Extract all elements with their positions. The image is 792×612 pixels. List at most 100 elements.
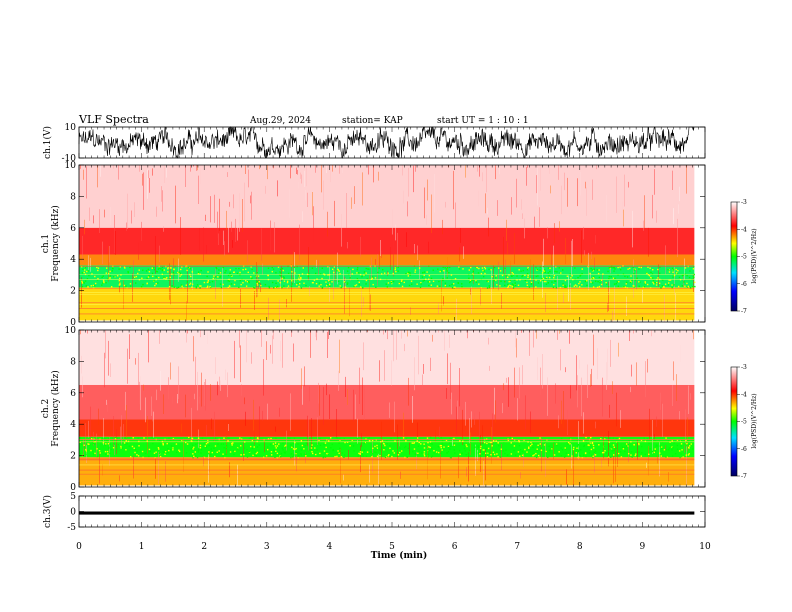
ch2-spectrogram-speckle: [283, 451, 285, 453]
ch1-spectrogram-speckle: [177, 271, 179, 274]
ch1-spectrogram-speckle: [185, 284, 188, 286]
ch1-spectrogram-speckle: [169, 276, 171, 279]
ch1-spectrogram-speckle: [458, 266, 460, 268]
ch1-spectrogram-speckle: [346, 283, 349, 286]
ch2-spectrogram-speckle: [137, 437, 139, 440]
x-tick-label: 9: [640, 542, 646, 552]
ch2-spectrogram-speckle: [361, 453, 364, 455]
ch2-spectrogram-speckle: [547, 456, 549, 459]
ch2-spectrogram-speckle: [236, 448, 239, 450]
ch2-spectrogram-speckle: [343, 454, 346, 456]
ch1-spectrogram-speckle: [672, 276, 674, 278]
ch2-spectrogram-speckle: [420, 443, 422, 445]
ch1-spectrogram-speckle: [661, 285, 664, 287]
colorbar-tick-label: -6: [741, 446, 747, 453]
ch2-spectrogram-speckle: [649, 448, 651, 450]
ch1-spectrogram-speckle: [597, 280, 599, 283]
ch1-spectrogram-speckle: [428, 281, 431, 283]
ch2-spectrogram-speckle: [590, 436, 592, 439]
ch2-spectrogram-speckle: [170, 445, 173, 447]
ch1-spectrogram-speckle: [535, 279, 537, 281]
ch2-spectrogram-speckle: [349, 445, 351, 447]
ch2-spectrogram-speckle: [169, 448, 172, 451]
ch2-spectrogram-speckle: [463, 447, 466, 450]
ch1-spectrogram-speckle: [81, 272, 84, 274]
ch2-spectrogram-speckle: [568, 437, 571, 439]
ch1-spectrogram-speckle: [197, 273, 200, 275]
ch1-spectrogram-speckle: [180, 268, 182, 271]
ch1-spectrogram-speckle: [619, 266, 621, 268]
ch1-spectrogram-speckle: [631, 279, 634, 281]
ch1-spectrogram-speckle: [617, 285, 620, 287]
ch1-spectrogram-speckle: [154, 284, 156, 287]
ch2-spectrogram-speckle: [414, 453, 416, 455]
ch2-spectrogram-speckle: [500, 448, 503, 450]
ch2-spectrogram-speckle: [325, 446, 327, 449]
ch2-spectrogram-speckle: [310, 447, 313, 449]
ch1-spectrogram-speckle: [672, 269, 675, 271]
ch2-spectrogram-speckle: [567, 454, 570, 456]
ch1-spectrogram-speckle: [689, 270, 691, 272]
ch2-spectrogram-speckle: [532, 455, 534, 457]
ch2-spectrogram-speckle: [387, 454, 390, 457]
ch1-spectrogram-speckle: [323, 273, 325, 275]
ch1-spectrogram-speckle: [591, 269, 593, 271]
ch1-spectrogram-speckle: [660, 287, 662, 289]
ch1-spectrogram-speckle: [592, 277, 595, 279]
date-label: Aug.29, 2024: [249, 116, 311, 126]
ch1-spectrogram-speckle: [526, 284, 529, 286]
ch1-spectrogram-speckle: [554, 280, 557, 283]
ch2-spectrogram-speckle: [505, 449, 507, 451]
ch1-spectrogram-speckle: [298, 278, 300, 280]
ch1-spectrogram-speckle: [165, 278, 167, 280]
ch2-spectrogram-speckle: [507, 438, 509, 440]
ch1-spectrogram-speckle: [439, 285, 441, 287]
ch2-spectrogram-speckle: [92, 442, 95, 445]
ch2-spectrogram-speckle: [687, 444, 689, 446]
ch2-spectrogram-speckle: [330, 447, 332, 449]
colorbar-ch2: -3-4-5-6-7 log(PSD)(V^2/Hz): [730, 364, 758, 480]
ch1-spectrogram-speckle: [238, 267, 240, 270]
ch1-spectrogram-speckle: [622, 265, 624, 267]
ch1-spectrogram-speckle: [684, 267, 687, 269]
ch2-spectrogram-speckle: [357, 455, 359, 457]
ch2-spectrogram-speckle: [327, 453, 330, 456]
ch2-spectrogram-speckle: [393, 452, 395, 454]
ch2-spectrogram-speckle: [533, 454, 535, 456]
ch1-spectrogram-speckle: [686, 286, 689, 288]
ch2-spectrogram-speckle: [656, 444, 658, 446]
ch1-spectrogram-speckle: [652, 277, 654, 279]
ch2-spectrogram-speckle: [553, 442, 555, 444]
ch1-spectrogram-speckle: [358, 281, 360, 284]
ch1-spectrogram-speckle: [610, 276, 612, 278]
ch1-spectrogram-speckle: [573, 285, 576, 287]
ch1-spectrogram-speckle: [591, 282, 594, 284]
ch1-spectrogram-speckle: [190, 279, 192, 282]
ch2-spectrogram-speckle: [325, 451, 328, 454]
ch2-spectrogram-speckle: [381, 440, 384, 442]
ch2-spectrogram-speckle: [274, 442, 277, 444]
ch1-spectrogram-speckle: [318, 285, 320, 287]
ch1-spectrogram-speckle: [300, 287, 303, 289]
ch1-spectrogram-ytick-label: 8: [70, 192, 76, 202]
ch2-spectrogram-speckle: [338, 442, 340, 444]
ch1-spectrogram-speckle: [642, 286, 645, 289]
ch1-spectrogram-speckle: [556, 271, 558, 273]
ch2-spectrogram-speckle: [193, 455, 195, 457]
ch2-spectrogram-speckle: [107, 453, 109, 455]
ch1-spectrogram-speckle: [650, 276, 652, 279]
ch1-spectrogram-speckle: [268, 285, 270, 288]
ch2-spectrogram-speckle: [269, 443, 272, 446]
ch2-spectrogram-speckle: [352, 445, 355, 447]
ch2-spectrogram-speckle: [361, 450, 364, 452]
ch2-spectrogram-speckle: [674, 440, 677, 443]
ch2-spectrogram-speckle: [605, 440, 608, 443]
ch2-spectrogram-speckle: [79, 441, 81, 443]
ch1-spectrogram-speckle: [245, 285, 248, 287]
ch1-spectrogram-speckle: [403, 281, 405, 284]
ch1-spectrogram-speckle: [436, 285, 439, 287]
ch1-spectrogram-speckle: [426, 271, 428, 273]
ch2-spectrogram-speckle: [297, 443, 299, 445]
ch2-spectrogram-speckle: [331, 443, 334, 446]
